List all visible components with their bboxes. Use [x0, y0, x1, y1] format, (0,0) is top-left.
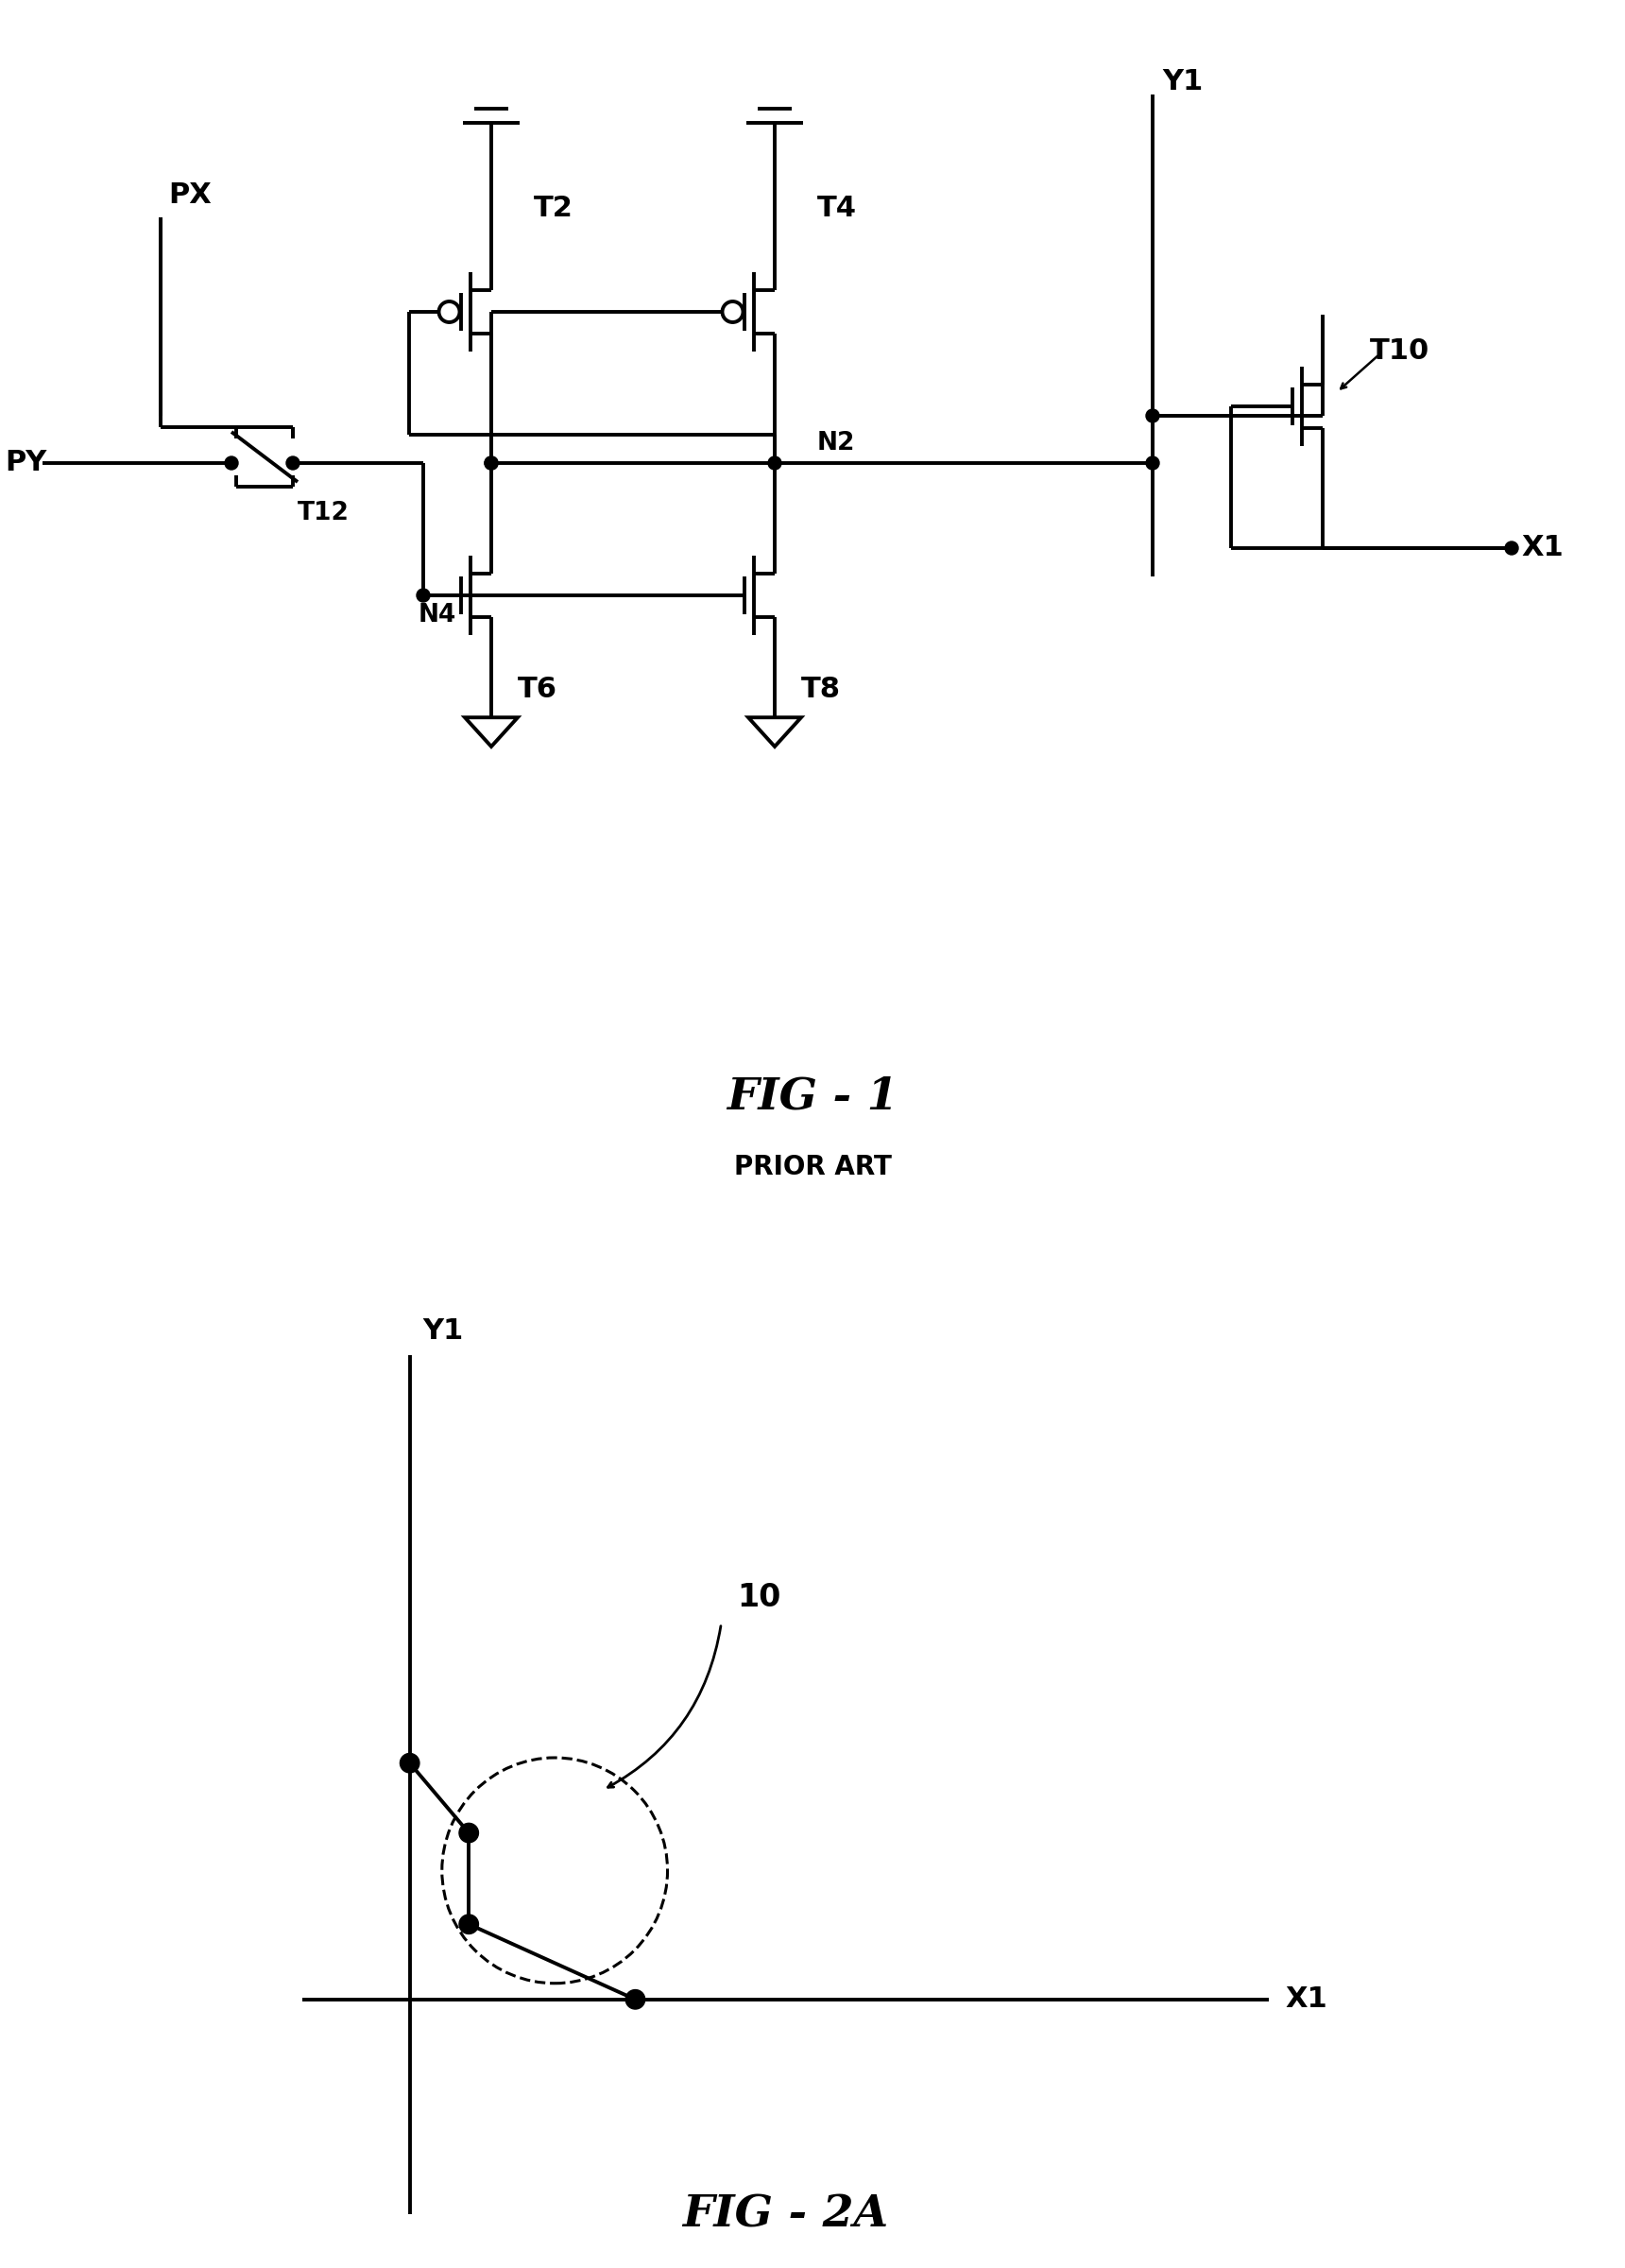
Circle shape	[484, 456, 497, 469]
Circle shape	[416, 590, 431, 601]
Text: T8: T8	[801, 676, 840, 703]
Text: FIG - 1: FIG - 1	[726, 1075, 899, 1118]
Text: T6: T6	[518, 676, 557, 703]
Text: PY: PY	[5, 449, 47, 476]
Text: PX: PX	[167, 181, 211, 209]
Circle shape	[460, 1823, 478, 1842]
Text: T10: T10	[1370, 338, 1430, 365]
Circle shape	[1146, 456, 1159, 469]
Text: Y1: Y1	[1162, 68, 1202, 95]
Text: Y1: Y1	[422, 1318, 463, 1345]
Text: T12: T12	[297, 501, 349, 526]
Circle shape	[484, 456, 497, 469]
Circle shape	[224, 456, 239, 469]
Text: FIG - 2A: FIG - 2A	[682, 2193, 889, 2236]
Circle shape	[460, 1914, 478, 1935]
Text: N2: N2	[817, 431, 855, 456]
Circle shape	[1146, 408, 1159, 422]
Circle shape	[626, 1989, 645, 2009]
Text: T4: T4	[817, 195, 856, 222]
Text: PRIOR ART: PRIOR ART	[733, 1154, 892, 1179]
Circle shape	[439, 302, 460, 322]
Text: X1: X1	[1521, 535, 1563, 562]
Circle shape	[722, 302, 743, 322]
Circle shape	[769, 456, 782, 469]
Circle shape	[1505, 542, 1518, 556]
Text: N4: N4	[419, 603, 457, 628]
Circle shape	[286, 456, 299, 469]
Text: T2: T2	[533, 195, 574, 222]
Text: 10: 10	[738, 1581, 782, 1613]
Text: X1: X1	[1285, 1987, 1328, 2014]
Circle shape	[400, 1753, 419, 1774]
